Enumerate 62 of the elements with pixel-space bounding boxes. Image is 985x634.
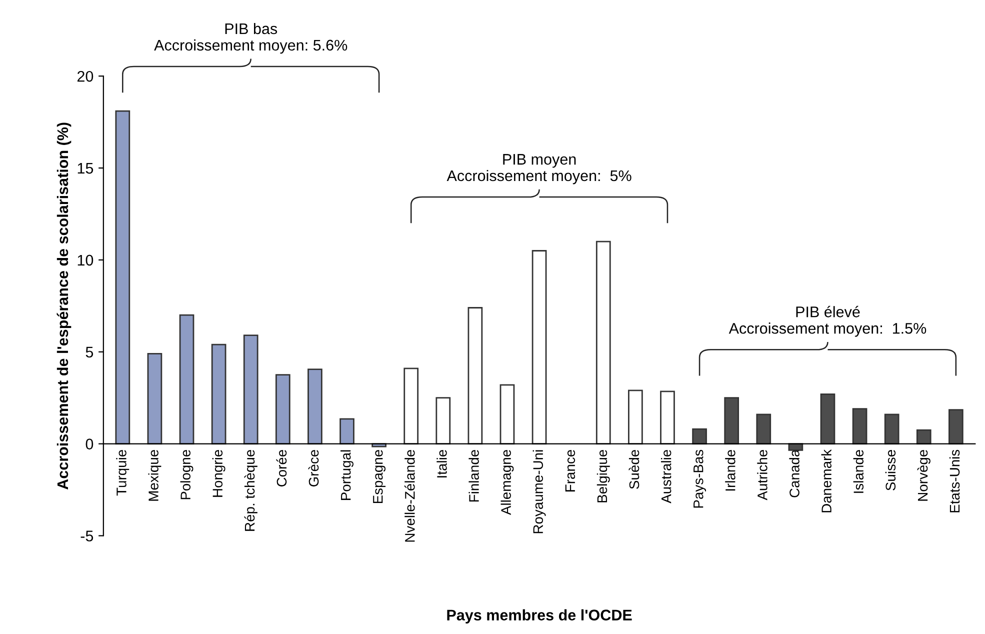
x-tick-label: Rép. tchèque bbox=[244, 450, 258, 531]
x-tick-label: Etats-Unis bbox=[949, 450, 960, 512]
y-tick-label: 20 bbox=[77, 70, 94, 82]
bar bbox=[756, 414, 772, 444]
bar bbox=[916, 429, 932, 444]
x-tick-label: Portugal bbox=[340, 450, 354, 500]
x-tick-label: Italie bbox=[436, 450, 447, 478]
x-tick-label: Belgique bbox=[596, 450, 610, 502]
bar bbox=[404, 368, 419, 444]
y-axis-title: Accroissement de l'espérance de scolarisation (%) bbox=[56, 122, 72, 490]
bar bbox=[275, 374, 290, 444]
bar bbox=[532, 250, 547, 444]
x-tick-label: Canada bbox=[789, 449, 800, 498]
x-tick-label: Norvège bbox=[917, 450, 930, 501]
bar bbox=[340, 418, 354, 444]
bar bbox=[436, 397, 451, 444]
bar bbox=[115, 110, 130, 444]
text: PIB bas Accroissement moyen: 5.6% bbox=[154, 22, 348, 54]
bar bbox=[179, 314, 194, 444]
x-tick-label: Suisse bbox=[885, 450, 896, 490]
x-tick-label: Pologne bbox=[180, 450, 194, 500]
y-tick-label: 0 bbox=[86, 438, 94, 450]
bar bbox=[692, 428, 707, 444]
bar bbox=[948, 409, 964, 444]
x-tick-label: Mexique bbox=[148, 450, 162, 501]
bar bbox=[500, 384, 515, 444]
x-tick-label: France bbox=[565, 450, 576, 492]
x-tick-label: Grèce bbox=[308, 450, 319, 486]
bar bbox=[660, 390, 675, 444]
bar bbox=[243, 334, 258, 444]
bar bbox=[147, 353, 162, 444]
y-tick-label: -5 bbox=[80, 530, 94, 542]
bar bbox=[852, 408, 868, 444]
x-tick-label: Allemagne bbox=[500, 450, 514, 515]
x-tick-label: Suède bbox=[628, 450, 640, 489]
x-tick-label: Danemark bbox=[821, 449, 832, 512]
bar bbox=[724, 397, 740, 444]
x-tick-label: Australie bbox=[661, 450, 672, 504]
x-axis-title: Pays membres de l'OCDE bbox=[447, 609, 632, 624]
bar bbox=[468, 307, 483, 444]
x-tick-label: Autriche bbox=[757, 450, 768, 500]
x-tick-label: Nvelle-Zélande bbox=[404, 450, 415, 542]
x-tick-label: Finlande bbox=[468, 450, 479, 502]
x-tick-label: Royaume-Uni bbox=[532, 450, 546, 534]
bar bbox=[308, 368, 322, 444]
annotation: PIB élevé Accroissement moyen: 1.5% bbox=[728, 306, 926, 337]
x-tick-label: Irlande bbox=[725, 450, 736, 491]
y-tick-label: 10 bbox=[78, 254, 94, 266]
x-tick-label: Hongrie bbox=[212, 450, 226, 497]
x-tick-label: Islande bbox=[853, 450, 864, 493]
x-tick-label: Turquie bbox=[116, 450, 130, 496]
bar bbox=[596, 240, 611, 444]
x-tick-label: Corée bbox=[276, 450, 287, 486]
x-tick-label: Pays-Bas bbox=[694, 450, 706, 508]
y-tick-label: 5 bbox=[86, 346, 94, 358]
bar bbox=[820, 393, 836, 444]
bar bbox=[211, 344, 226, 444]
x-tick-label: Espagne bbox=[373, 450, 386, 504]
bar bbox=[884, 414, 900, 444]
annotation: PIB moyen Accroissement moyen: 5% bbox=[446, 154, 632, 184]
y-tick-label: 15 bbox=[78, 163, 94, 174]
bar bbox=[628, 390, 643, 444]
